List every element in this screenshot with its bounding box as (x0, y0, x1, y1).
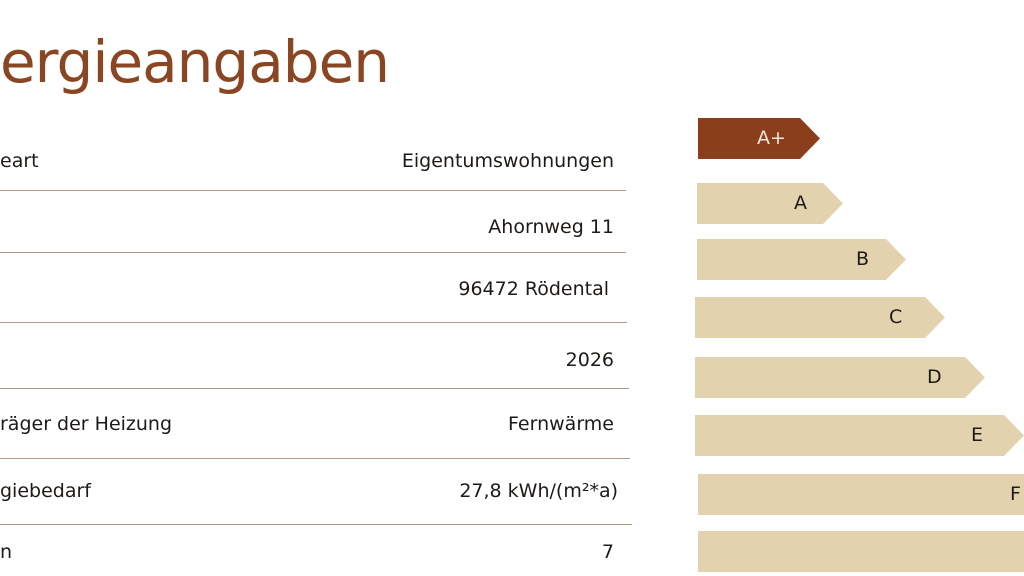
energy-class-label: A (794, 192, 807, 214)
divider (0, 388, 629, 389)
energy-class-label: D (927, 366, 942, 388)
energy-arrow-shape (695, 357, 985, 398)
table-row: giebedarf 27,8 kWh/(m²*a) (0, 480, 626, 502)
energy-class-label: E (971, 424, 984, 446)
row-value: Eigentumswohnungen (401, 150, 614, 172)
energy-arrow-shape (697, 183, 843, 224)
energy-class-label: B (856, 248, 870, 270)
energy-class-d: D (695, 357, 985, 398)
row-label: räger der Heizung (0, 413, 173, 435)
row-label: giebedarf (0, 480, 91, 502)
energy-class-c: C (695, 297, 945, 338)
energy-arrow-shape (697, 239, 906, 280)
page-title: ergieangaben (0, 28, 390, 96)
divider (0, 190, 626, 191)
energy-class-blank (698, 531, 1024, 572)
energy-class-label: C (889, 306, 903, 328)
row-value: 7 (601, 541, 614, 563)
energy-arrow-shape (698, 474, 1024, 515)
table-row: Ahornweg 11 (0, 216, 626, 238)
row-value: 2026 (565, 349, 614, 371)
energy-class-label: F (1010, 483, 1021, 505)
energy-class-label: A+ (757, 127, 786, 149)
divider (0, 252, 626, 253)
row-value: Fernwärme (508, 413, 614, 435)
energy-class-e: E (695, 415, 1024, 456)
table-row: 96472 Rödental (0, 278, 626, 300)
energy-arrow-shape (695, 415, 1024, 456)
energy-class-f: F (698, 474, 1024, 515)
table-row: 2026 (0, 349, 626, 371)
energy-class-aplus: A+ (698, 118, 820, 159)
energy-arrow-shape (695, 297, 945, 338)
row-label: eart (0, 150, 39, 172)
row-value: 96472 Rödental (458, 278, 609, 300)
table-row: räger der Heizung Fernwärme (0, 413, 626, 435)
divider (0, 322, 627, 323)
row-value: Ahornweg 11 (488, 216, 614, 238)
row-value: 27,8 kWh/(m²*a) (459, 480, 618, 502)
energy-arrow-shape (698, 118, 820, 159)
energy-class-b: B (697, 239, 906, 280)
row-label: n (0, 541, 13, 563)
divider (0, 458, 630, 459)
energy-class-a: A (697, 183, 843, 224)
table-row: eart Eigentumswohnungen (0, 150, 626, 172)
energy-arrow-shape (698, 531, 1024, 572)
divider (0, 524, 632, 525)
